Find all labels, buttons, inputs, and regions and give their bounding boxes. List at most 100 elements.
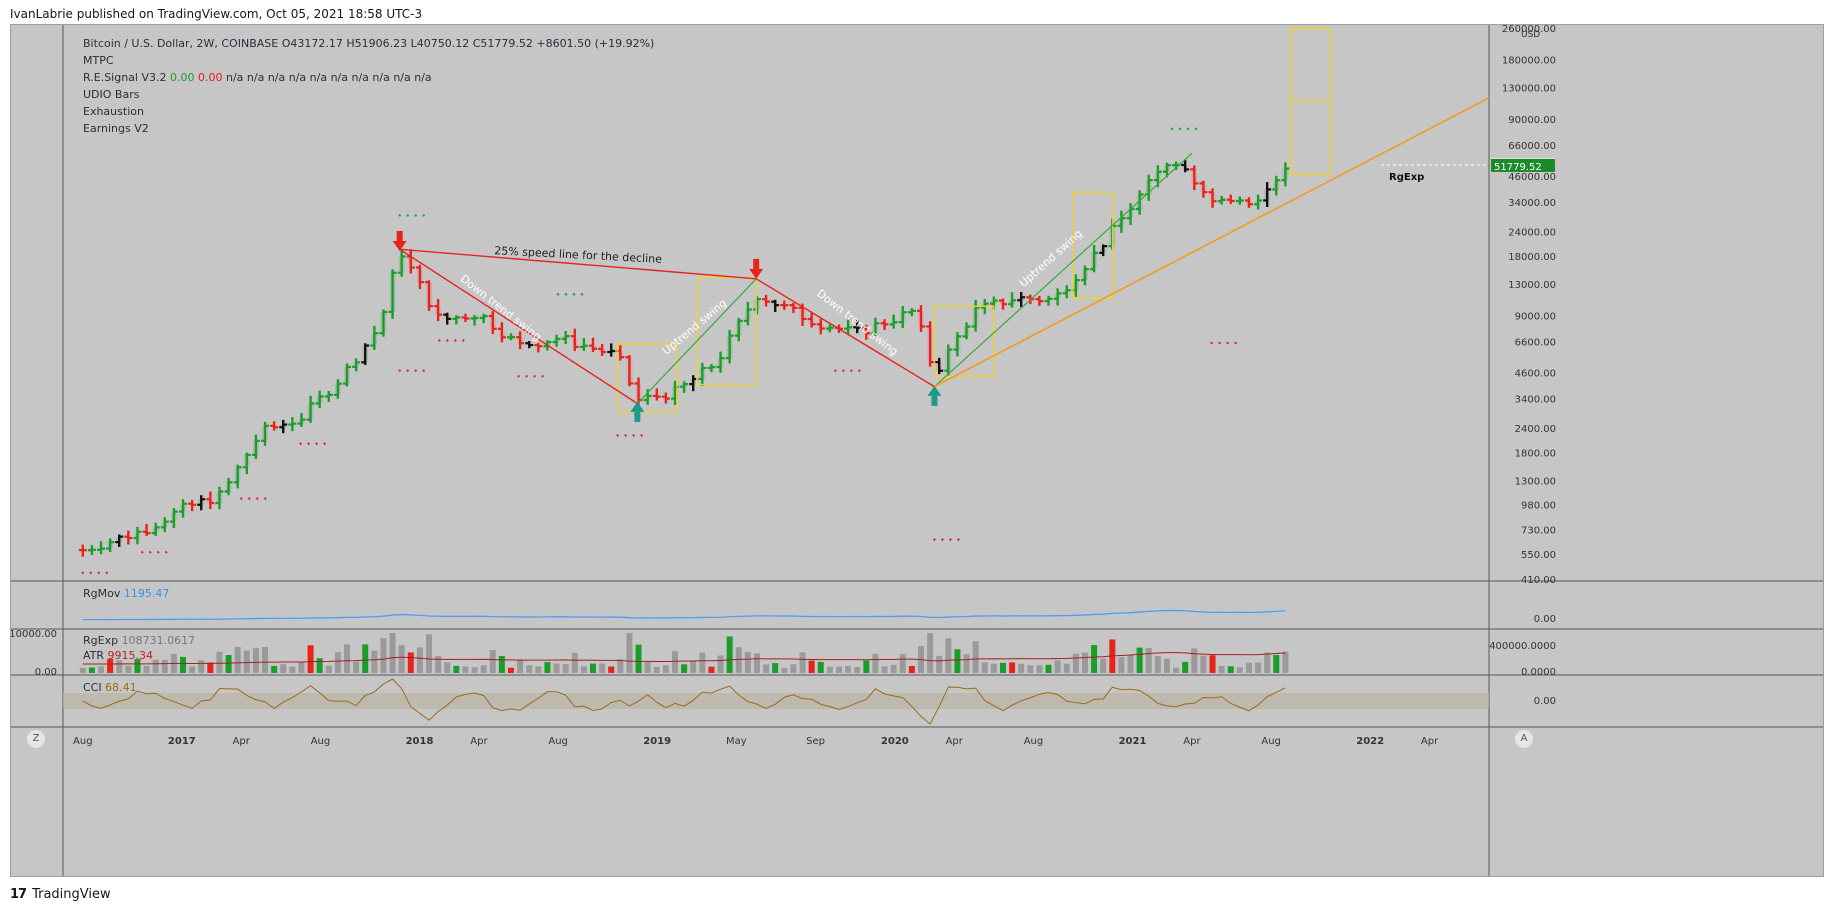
rgexp-bar [334, 652, 341, 673]
rgexp-bar [1173, 667, 1180, 673]
trend-box [616, 343, 678, 413]
y-tick-label: 24000.00 [1508, 228, 1556, 239]
rgexp-bar [608, 666, 615, 673]
y-tick-label: 6600.00 [1515, 338, 1556, 349]
exhaustion-dot [616, 434, 619, 437]
legend-mtpc[interactable]: MTPC [83, 54, 114, 67]
rgexp-left-axis-label: 0.00 [35, 667, 57, 678]
x-tick-label: 2017 [168, 736, 196, 747]
rgexp-bar [1282, 651, 1289, 673]
rgexp-bar [699, 652, 706, 673]
rgexp-bar [599, 663, 606, 673]
exhaustion-dot [414, 369, 417, 372]
exhaustion-dot [406, 369, 409, 372]
y-tick-label: 4600.00 [1515, 369, 1556, 380]
y-tick-label: 90000.00 [1508, 115, 1556, 126]
exhaustion-dot [256, 497, 259, 500]
rgexp-bar [954, 649, 961, 673]
rgexp-bar [243, 650, 250, 673]
exhaustion-dot [949, 538, 952, 541]
cci-label[interactable]: CCI 68.41 [83, 681, 137, 694]
rgexp-bar [234, 646, 241, 673]
rgmov-label[interactable]: RgMov 1195.47 [83, 587, 170, 600]
rgexp-bar [763, 664, 770, 673]
footer: 17 TradingView [10, 887, 111, 902]
rgexp-label[interactable]: RgExp 108731.0617 [83, 634, 196, 647]
rgexp-bar [899, 654, 906, 673]
support-trend-line [934, 97, 1490, 388]
exhaustion-dot [398, 369, 401, 372]
rgexp-bar [1209, 655, 1216, 673]
footer-brand[interactable]: TradingView [32, 887, 111, 902]
rgexp-bar [790, 664, 797, 673]
x-tick-label: Sep [806, 736, 825, 747]
legend-udio-bars[interactable]: UDIO Bars [83, 88, 140, 101]
legend-resignal[interactable]: R.E.Signal V3.2 0.00 0.00 n/a n/a n/a n/… [83, 71, 432, 84]
rgexp-bar [644, 662, 651, 673]
rgexp-bar [271, 665, 278, 673]
y-tick-label: 3400.00 [1515, 394, 1556, 405]
rgexp-bar [808, 660, 815, 673]
rgexp-bar [571, 652, 578, 673]
zoom-button[interactable]: Z [27, 730, 45, 748]
rgexp-bar [1054, 660, 1061, 673]
exhaustion-dot [517, 375, 520, 378]
rgexp-bar [863, 660, 870, 673]
exhaustion-dot [438, 339, 441, 342]
legend-exhaustion[interactable]: Exhaustion [83, 105, 144, 118]
exhaustion-dot [941, 538, 944, 541]
rgexp-bar [690, 660, 697, 673]
rgexp-bar [426, 634, 433, 673]
rgexp-bar [580, 666, 587, 673]
y-tick-label: 180000.00 [1502, 56, 1556, 67]
rgexp-bar [671, 651, 678, 673]
rgexp-bar [562, 664, 569, 673]
exhaustion-dot [933, 538, 936, 541]
rgexp-bar [908, 666, 915, 673]
sell-arrow-icon [749, 268, 764, 279]
rgexp-bar [817, 661, 824, 673]
rgexp-bar [589, 663, 596, 673]
rgexp-bar [189, 666, 196, 673]
last-price-label: 51779.52 [1494, 162, 1542, 173]
atr-label[interactable]: ATR 9915.34 [83, 649, 154, 662]
exhaustion-dot [299, 442, 302, 445]
rgexp-bar [98, 666, 105, 673]
rgexp-bar [1227, 666, 1234, 673]
y-tick-label: 1300.00 [1515, 476, 1556, 487]
rgexp-bar [316, 658, 323, 673]
exhaustion-dot [533, 375, 536, 378]
rgexp-bar [371, 650, 378, 673]
exhaustion-dot [1226, 341, 1229, 345]
auto-scale-button[interactable]: A [1515, 730, 1533, 748]
chart-frame[interactable]: 260000.00 180000.00 130000.00 90000.00 66000… [10, 24, 1824, 877]
exhaustion-dot [97, 571, 101, 575]
legend-ohlc: O43172.17 H51906.23 L40750.12 C51779.52 … [281, 37, 655, 50]
legend-symbol-line: Bitcoin / U.S. Dollar, 2W, COINBASE O431… [83, 35, 654, 52]
rgexp-bar [79, 667, 86, 673]
y-tick-label: 13000.00 [1508, 280, 1556, 291]
chart-canvas[interactable]: 260000.00 180000.00 130000.00 90000.00 66000… [11, 25, 1823, 876]
rgexp-axis-label: 0.0000 [1521, 667, 1556, 678]
exhaustion-dot [842, 369, 845, 372]
x-tick-label: Apr [1421, 736, 1439, 747]
rgexp-bar [653, 666, 660, 673]
legend-earnings[interactable]: Earnings V2 [83, 122, 149, 135]
rgexp-bar [289, 666, 296, 673]
rgexp-bar [726, 636, 733, 673]
rgexp-bar [781, 667, 788, 673]
x-tick-label: Apr [470, 736, 488, 747]
buy-arrow-icon [630, 401, 645, 412]
exhaustion-dot [834, 369, 837, 372]
legend-symbol[interactable]: Bitcoin / U.S. Dollar, 2W, COINBASE [83, 37, 279, 50]
rgexp-bar [717, 655, 724, 673]
exhaustion-dot [525, 375, 528, 378]
exhaustion-dot [1170, 127, 1174, 131]
y-tick-label: 34000.00 [1508, 198, 1556, 209]
rgexp-bar [134, 659, 141, 673]
rgexp-price-label: RgExp [1389, 172, 1424, 183]
y-tick-label: 550.00 [1521, 550, 1556, 561]
rgexp-bar [344, 644, 351, 673]
rgexp-bar [990, 663, 997, 673]
rgexp-bar [708, 666, 715, 673]
